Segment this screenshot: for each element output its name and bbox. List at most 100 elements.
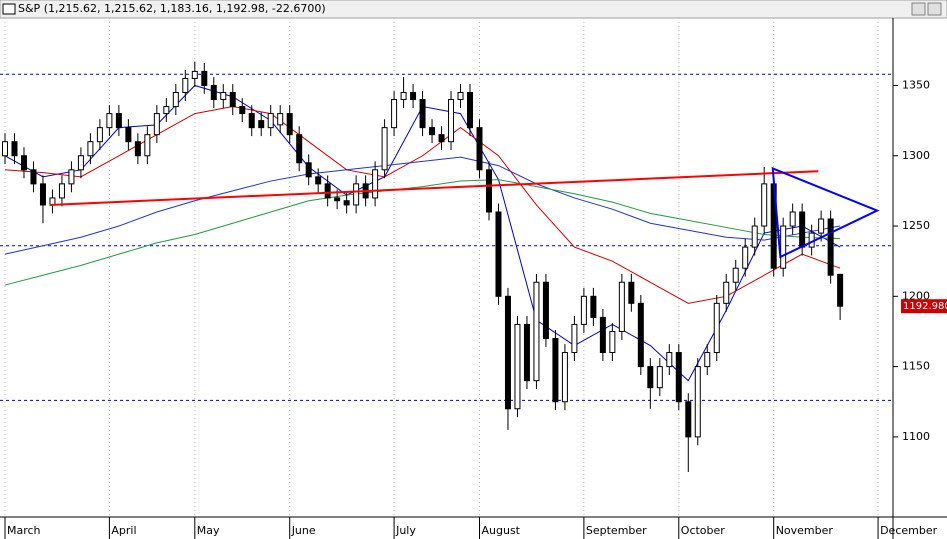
candle-body [495, 211, 502, 297]
candle-body [742, 246, 749, 269]
candle-body [381, 127, 388, 171]
moving-average [4, 156, 841, 255]
restore-button[interactable] [911, 2, 926, 16]
candle-body [324, 183, 331, 199]
candle-body [818, 218, 825, 234]
candle-body [144, 134, 151, 157]
candle-body [704, 352, 711, 368]
candle-body [391, 99, 398, 129]
x-tick-label: October [681, 524, 725, 537]
y-tick-label: 1200 [902, 289, 930, 302]
candle-body [723, 281, 730, 304]
trendline [49, 170, 819, 206]
candle-body [39, 183, 46, 206]
candle-body [647, 366, 654, 389]
candle-body [58, 183, 65, 199]
candle-body [827, 218, 834, 276]
candle-body [694, 366, 701, 438]
candle-body [552, 337, 559, 403]
candle-body [761, 183, 768, 227]
candle-body [618, 281, 625, 332]
candle-body [448, 99, 455, 143]
candle-body [353, 183, 360, 206]
candle-body [315, 176, 322, 185]
x-tick-label: March [7, 524, 41, 537]
candle-body [87, 141, 94, 157]
candle-body [343, 200, 350, 206]
x-tick-label: November [776, 524, 834, 537]
candle-body [837, 273, 844, 307]
candle-body [68, 169, 75, 185]
candle-body [296, 134, 303, 164]
candle-body [20, 155, 27, 171]
candle-body [267, 113, 274, 129]
candle-body [239, 106, 246, 115]
candle-body [523, 323, 530, 382]
candle-body [410, 91, 417, 101]
candle-body [485, 169, 492, 213]
y-tick-label: 1150 [902, 360, 930, 373]
candle-body [2, 141, 8, 157]
candle-body [419, 99, 426, 129]
chart-title: S&P (1,215.62, 1,215.62, 1,183.16, 1,192… [18, 2, 326, 15]
candle-body [542, 281, 549, 339]
candle-body [334, 197, 341, 202]
candle-body [732, 267, 739, 283]
x-tick-label: April [111, 524, 136, 537]
candle-body [163, 106, 170, 115]
candle-body [305, 162, 312, 178]
candle-body [220, 91, 227, 101]
candle-body [685, 401, 692, 438]
moving-average [4, 106, 841, 304]
candle-body [504, 295, 511, 410]
candle-body [628, 281, 635, 304]
candle-body [571, 323, 578, 354]
y-tick-label: 1350 [902, 78, 930, 91]
title-bar [0, 0, 947, 19]
candle-body [751, 225, 758, 248]
candle-body [580, 295, 587, 325]
moving-average [4, 179, 841, 286]
candle-body [599, 316, 606, 354]
y-tick-label: 1100 [902, 430, 930, 443]
candle-body [277, 113, 284, 126]
candle-body [172, 91, 179, 108]
x-tick-label: December [880, 524, 938, 537]
x-tick-label: May [197, 524, 220, 537]
candle-body [210, 84, 217, 101]
y-tick-label: 1300 [902, 149, 930, 162]
candle-body [799, 211, 806, 248]
candle-body [789, 211, 796, 227]
candle-body [429, 127, 436, 136]
candle-body [77, 155, 84, 171]
candle-body [286, 113, 293, 136]
candle-body [438, 134, 445, 143]
candle-body [675, 352, 682, 403]
candle-body [780, 225, 787, 269]
x-tick-label: August [482, 524, 521, 537]
close-button[interactable] [927, 2, 942, 16]
candle-body [609, 330, 616, 354]
x-tick-label: July [395, 524, 416, 537]
candle-body [134, 141, 141, 157]
candle-body [191, 70, 198, 79]
candle-body [248, 113, 255, 129]
candle-body [666, 352, 673, 368]
candle-body [115, 113, 122, 129]
candle-body [30, 169, 37, 185]
y-tick-label: 1250 [902, 219, 930, 232]
candle-body [229, 91, 236, 108]
candle-body [533, 281, 540, 382]
candle-body [125, 127, 132, 143]
candle-body [182, 77, 189, 93]
last-price-box [901, 299, 947, 314]
candle-body [372, 169, 379, 199]
candle-body [713, 302, 720, 354]
candle-body [153, 113, 160, 136]
candle-body [400, 91, 407, 101]
candle-body [106, 113, 113, 129]
candle-body [11, 141, 18, 157]
candle-body [467, 91, 474, 129]
